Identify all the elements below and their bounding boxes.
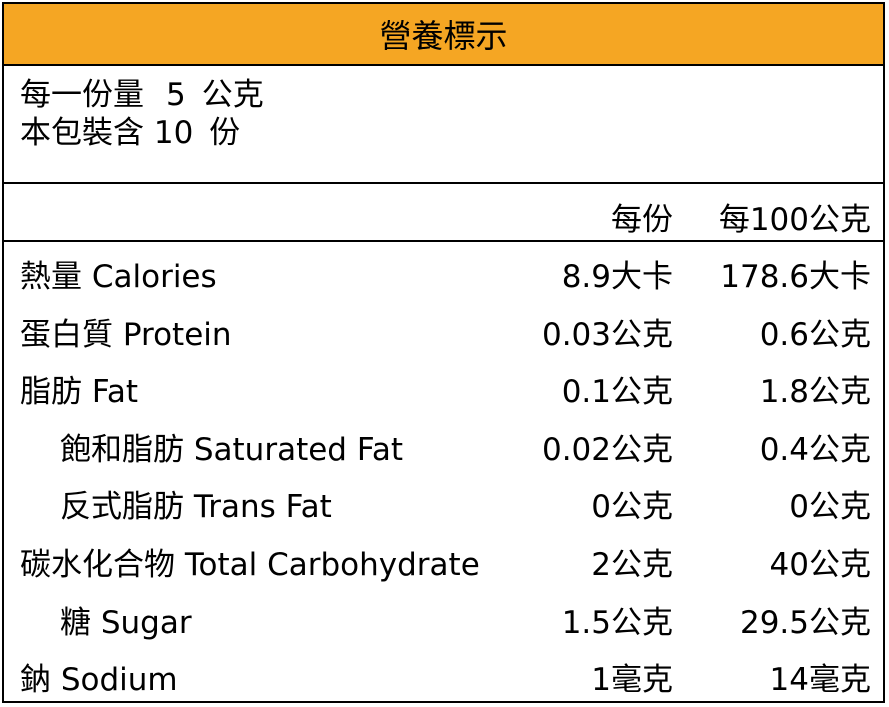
serving-size-label: 每一份量 — [20, 77, 144, 113]
per-serving-value: 8.9大卡 — [561, 259, 673, 295]
per-serving-value: 1毫克 — [591, 662, 673, 699]
per-100g-value: 0公克 — [789, 489, 871, 526]
per-serving-header: 每份 — [611, 202, 673, 238]
serving-info: 每一份量 5 公克 本包裝含 10 份 — [4, 66, 883, 184]
serving-size-line: 每一份量 5 公克 — [20, 76, 883, 114]
servings-per-package-line: 本包裝含 10 份 — [20, 114, 883, 152]
per-100g-value: 1.8公克 — [759, 374, 871, 411]
nutrient-name: 反式脂肪 Trans Fat — [60, 489, 332, 526]
nutrient-name: 鈉 Sodium — [20, 662, 178, 699]
nutrient-row: 飽和脂肪 Saturated Fat 0.02公克 0.4公克 — [4, 415, 883, 473]
nutrient-name: 碳水化合物 Total Carbohydrate — [20, 546, 480, 583]
nutrient-row: 蛋白質 Protein 0.03公克 0.6公克 — [4, 300, 883, 358]
nutrient-row: 糖 Sugar 1.5公克 29.5公克 — [4, 588, 883, 646]
per-100g-value: 40公克 — [769, 546, 871, 583]
per-100g-value: 14毫克 — [769, 662, 871, 699]
servings-count-unit: 份 — [209, 115, 241, 151]
per-100g-value: 178.6大卡 — [720, 259, 871, 295]
nutrient-row: 碳水化合物 Total Carbohydrate 2公克 40公克 — [4, 530, 883, 588]
nutrient-name: 熱量 Calories — [20, 259, 217, 295]
per-100g-value: 29.5公克 — [739, 604, 871, 641]
per-100g-header: 每100公克 — [718, 202, 871, 238]
per-serving-value: 0.03公克 — [541, 316, 673, 353]
column-headers: 每份 每100公克 — [4, 184, 883, 242]
per-100g-value: 0.4公克 — [759, 431, 871, 468]
per-serving-value: 1.5公克 — [561, 604, 673, 641]
nutrient-row: 熱量 Calories 8.9大卡 178.6大卡 — [4, 242, 883, 300]
nutrient-row: 反式脂肪 Trans Fat 0公克 0公克 — [4, 472, 883, 530]
nutrient-row: 鈉 Sodium 1毫克 14毫克 — [4, 645, 883, 703]
servings-count-label: 本包裝含 — [20, 115, 144, 151]
per-serving-value: 0.1公克 — [561, 374, 673, 411]
label-title: 營養標示 — [4, 4, 883, 66]
per-serving-value: 0.02公克 — [541, 431, 673, 468]
nutrient-rows: 熱量 Calories 8.9大卡 178.6大卡蛋白質 Protein 0.03公克… — [4, 242, 883, 703]
per-serving-value: 2公克 — [591, 546, 673, 583]
nutrient-name: 蛋白質 Protein — [20, 316, 232, 353]
serving-size-value: 5 — [166, 77, 186, 113]
per-serving-value: 0公克 — [591, 489, 673, 526]
servings-count-value: 10 — [153, 115, 194, 151]
nutrient-name: 糖 Sugar — [60, 604, 192, 641]
nutrient-row: 脂肪 Fat 0.1公克 1.8公克 — [4, 357, 883, 415]
serving-size-unit: 公克 — [201, 77, 264, 113]
per-100g-value: 0.6公克 — [759, 316, 871, 353]
nutrient-name: 脂肪 Fat — [20, 374, 138, 411]
nutrient-name: 飽和脂肪 Saturated Fat — [60, 431, 403, 468]
